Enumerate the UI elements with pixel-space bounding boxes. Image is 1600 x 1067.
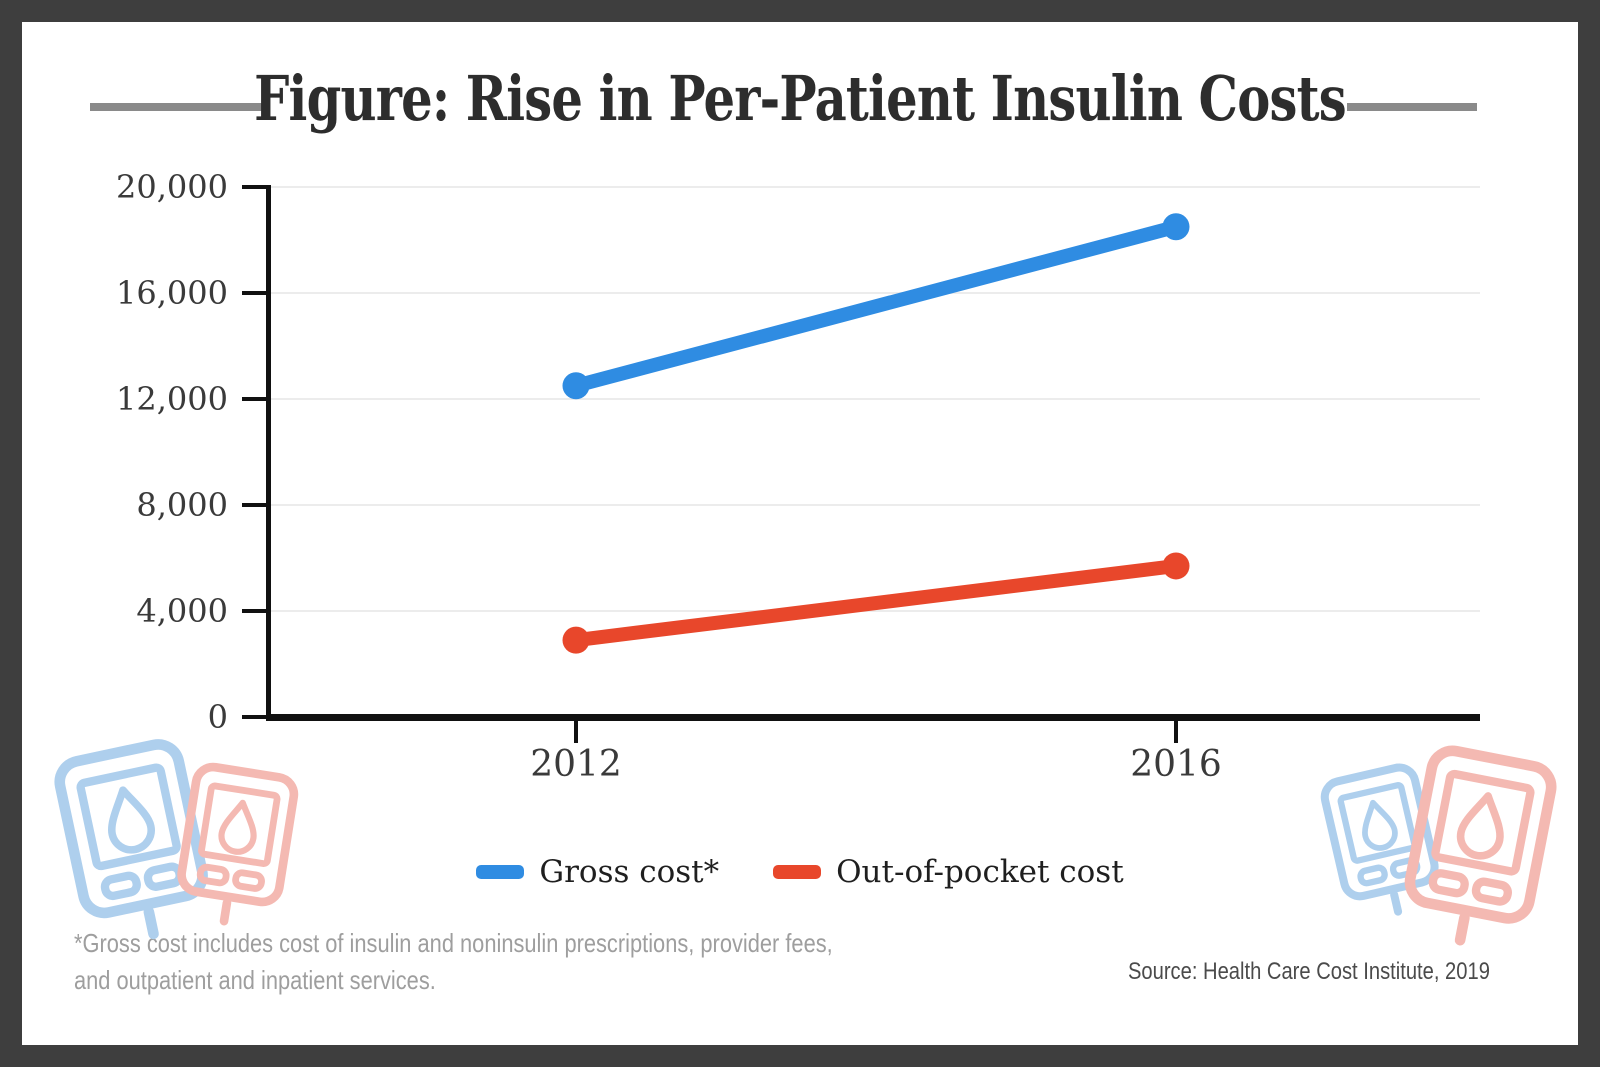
footnote-line-1: *Gross cost includes cost of insulin and… xyxy=(74,928,833,958)
y-tick xyxy=(242,397,269,401)
y-tick-label: 16,000 xyxy=(116,274,228,312)
source-credit: Source: Health Care Cost Institute, 2019 xyxy=(1128,958,1490,985)
y-tick-label: 12,000 xyxy=(116,380,228,418)
y-gridline xyxy=(269,610,1480,612)
y-tick xyxy=(242,609,269,613)
y-tick xyxy=(242,503,269,507)
gross-cost-point-2012 xyxy=(562,372,590,400)
legend-item-out-of-pocket: Out-of-pocket cost xyxy=(773,850,1124,894)
glucose-meter-icon xyxy=(162,755,310,935)
chart-title: Figure: Rise in Per-Patient Insulin Cost… xyxy=(254,62,1347,135)
y-tick-label: 4,000 xyxy=(136,592,228,630)
y-gridline xyxy=(269,398,1480,400)
out-of-pocket-swatch xyxy=(773,865,822,879)
out-of-pocket-cost-point-2016 xyxy=(1162,552,1190,580)
chart-card: Figure: Rise in Per-Patient Insulin Cost… xyxy=(22,22,1578,1045)
y-axis-line xyxy=(266,185,271,721)
gross-cost-swatch xyxy=(476,865,525,879)
gross-cost-point-2016 xyxy=(1162,213,1190,241)
footnote: *Gross cost includes cost of insulin and… xyxy=(74,925,833,999)
out-of-pocket-cost-point-2012 xyxy=(562,626,590,654)
y-tick xyxy=(242,291,269,295)
title-dash-left xyxy=(90,103,270,111)
y-gridline xyxy=(269,292,1480,294)
y-tick xyxy=(242,715,269,719)
x-axis-line xyxy=(266,714,1480,721)
gross-cost-line xyxy=(569,219,1183,393)
y-tick xyxy=(242,185,269,189)
footnote-line-2: and outpatient and inpatient services. xyxy=(74,965,436,995)
legend-item-gross-cost: Gross cost* xyxy=(476,850,719,894)
y-tick-label: 0 xyxy=(207,698,228,736)
out-of-pocket-label: Out-of-pocket cost xyxy=(836,854,1124,890)
y-tick-label: 20,000 xyxy=(116,168,228,206)
y-gridline xyxy=(269,186,1480,188)
x-tick xyxy=(574,721,578,743)
x-axis-label: 2012 xyxy=(530,744,622,785)
y-gridline xyxy=(269,504,1480,506)
x-tick xyxy=(1174,721,1178,743)
out-of-pocket-cost-line xyxy=(569,558,1183,648)
legend: Gross cost* Out-of-pocket cost xyxy=(22,850,1578,894)
title-dash-right xyxy=(1347,103,1477,111)
x-axis-label: 2016 xyxy=(1130,744,1222,785)
gross-cost-label: Gross cost* xyxy=(539,854,720,890)
y-tick-label: 8,000 xyxy=(136,486,228,524)
